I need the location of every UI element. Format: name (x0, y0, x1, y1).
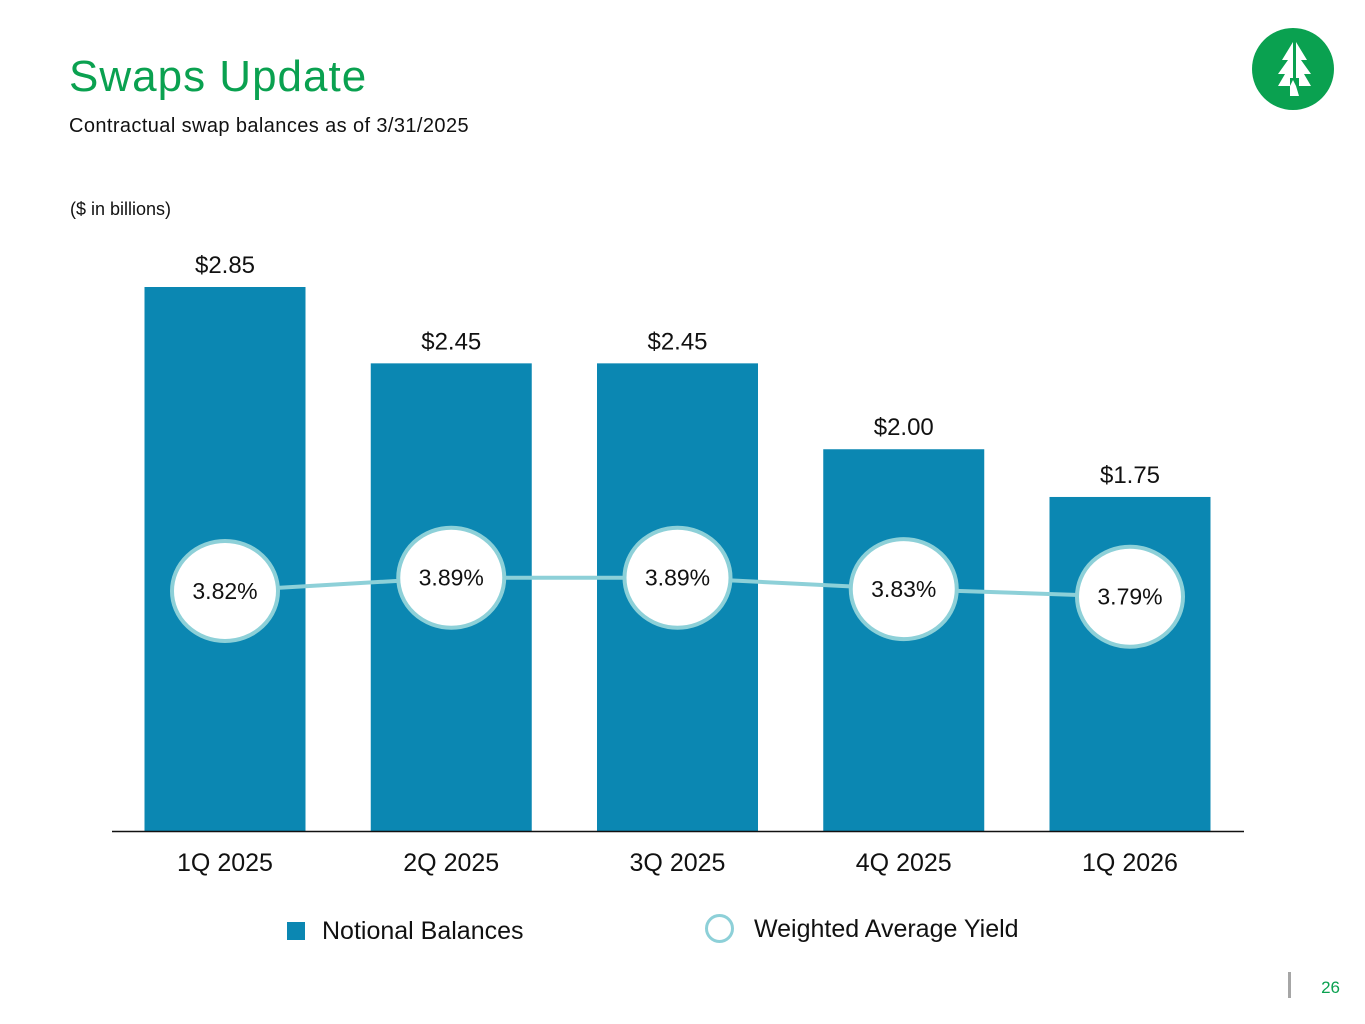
bar-value-label-1: $2.45 (421, 328, 481, 355)
category-label-2: 3Q 2025 (630, 849, 726, 877)
legend-swatch-notional (287, 922, 305, 940)
legend-swatch-yield (705, 914, 734, 943)
bar-value-label-2: $2.45 (647, 328, 707, 355)
bar-value-label-0: $2.85 (195, 252, 255, 279)
page-number: 26 (1321, 978, 1340, 997)
yield-marker-2 (622, 525, 733, 630)
yield-label-4: 3.79% (1097, 584, 1162, 610)
yield-label-2: 3.89% (645, 565, 710, 591)
yield-marker-1 (396, 525, 507, 630)
yield-marker-0 (170, 539, 280, 643)
bar-value-label-4: $1.75 (1100, 462, 1160, 489)
tree-logo-icon (1252, 28, 1334, 110)
legend-label-yield: Weighted Average Yield (754, 915, 1019, 943)
page-title: Swaps Update (69, 52, 368, 101)
category-label-4: 1Q 2026 (1082, 849, 1178, 877)
yield-marker-4 (1075, 544, 1185, 649)
category-label-1: 2Q 2025 (403, 849, 499, 877)
category-label-0: 1Q 2025 (177, 849, 273, 877)
yield-label-3: 3.83% (871, 576, 936, 602)
legend-label-notional: Notional Balances (322, 917, 524, 945)
page-divider (1288, 972, 1291, 998)
bar-value-label-3: $2.00 (874, 414, 934, 441)
yield-label-0: 3.82% (192, 578, 257, 604)
units-note: ($ in billions) (70, 199, 172, 219)
yield-label-1: 3.89% (419, 565, 484, 591)
yield-marker-3 (848, 537, 959, 642)
page-subtitle: Contractual swap balances as of 3/31/202… (69, 115, 469, 137)
category-label-3: 4Q 2025 (856, 849, 952, 877)
